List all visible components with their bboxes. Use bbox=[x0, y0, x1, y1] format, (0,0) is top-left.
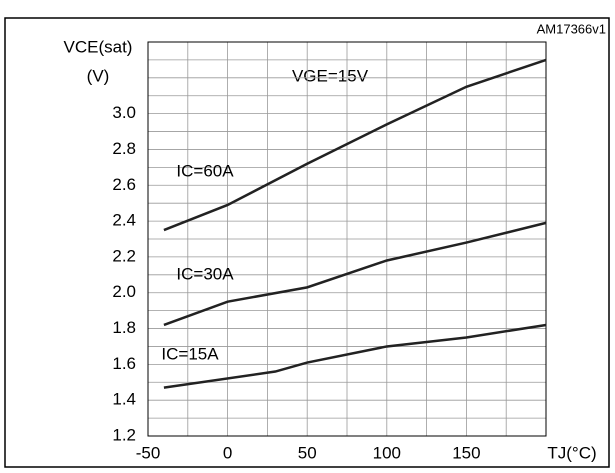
y-tick-label: 1.6 bbox=[112, 354, 136, 373]
x-tick-label: -50 bbox=[136, 443, 161, 462]
series-label: IC=15A bbox=[161, 344, 219, 363]
x-tick-label: 0 bbox=[223, 443, 232, 462]
y-tick-label: 1.8 bbox=[112, 318, 136, 337]
line bbox=[163, 58, 547, 232]
y-axis-label: VCE(sat) bbox=[64, 37, 133, 56]
series-label: IC=60A bbox=[176, 161, 234, 180]
annotation: VGE=15V bbox=[292, 66, 369, 85]
y-tick-label: 1.2 bbox=[112, 425, 136, 444]
line bbox=[163, 221, 547, 327]
y-tick-label: 3.0 bbox=[112, 103, 136, 122]
y-tick-label: 2.4 bbox=[112, 211, 136, 230]
y-tick-label: 2.0 bbox=[112, 282, 136, 301]
y-tick-label: 2.6 bbox=[112, 175, 136, 194]
y-tick-label: 2.2 bbox=[112, 246, 136, 265]
x-axis-label: TJ(°C) bbox=[547, 443, 596, 462]
y-axis-unit: (V) bbox=[87, 66, 110, 85]
frame bbox=[4, 17, 610, 468]
x-tick-label: 150 bbox=[452, 443, 480, 462]
x-tick-label: 100 bbox=[373, 443, 401, 462]
y-tick-label: 2.8 bbox=[112, 139, 136, 158]
series-label: IC=30A bbox=[176, 264, 234, 283]
figure-code: AM17366v1 bbox=[537, 21, 606, 36]
line bbox=[163, 323, 547, 389]
x-tick-label: 50 bbox=[298, 443, 317, 462]
plot-border bbox=[147, 41, 547, 437]
y-tick-label: 1.4 bbox=[112, 390, 136, 409]
